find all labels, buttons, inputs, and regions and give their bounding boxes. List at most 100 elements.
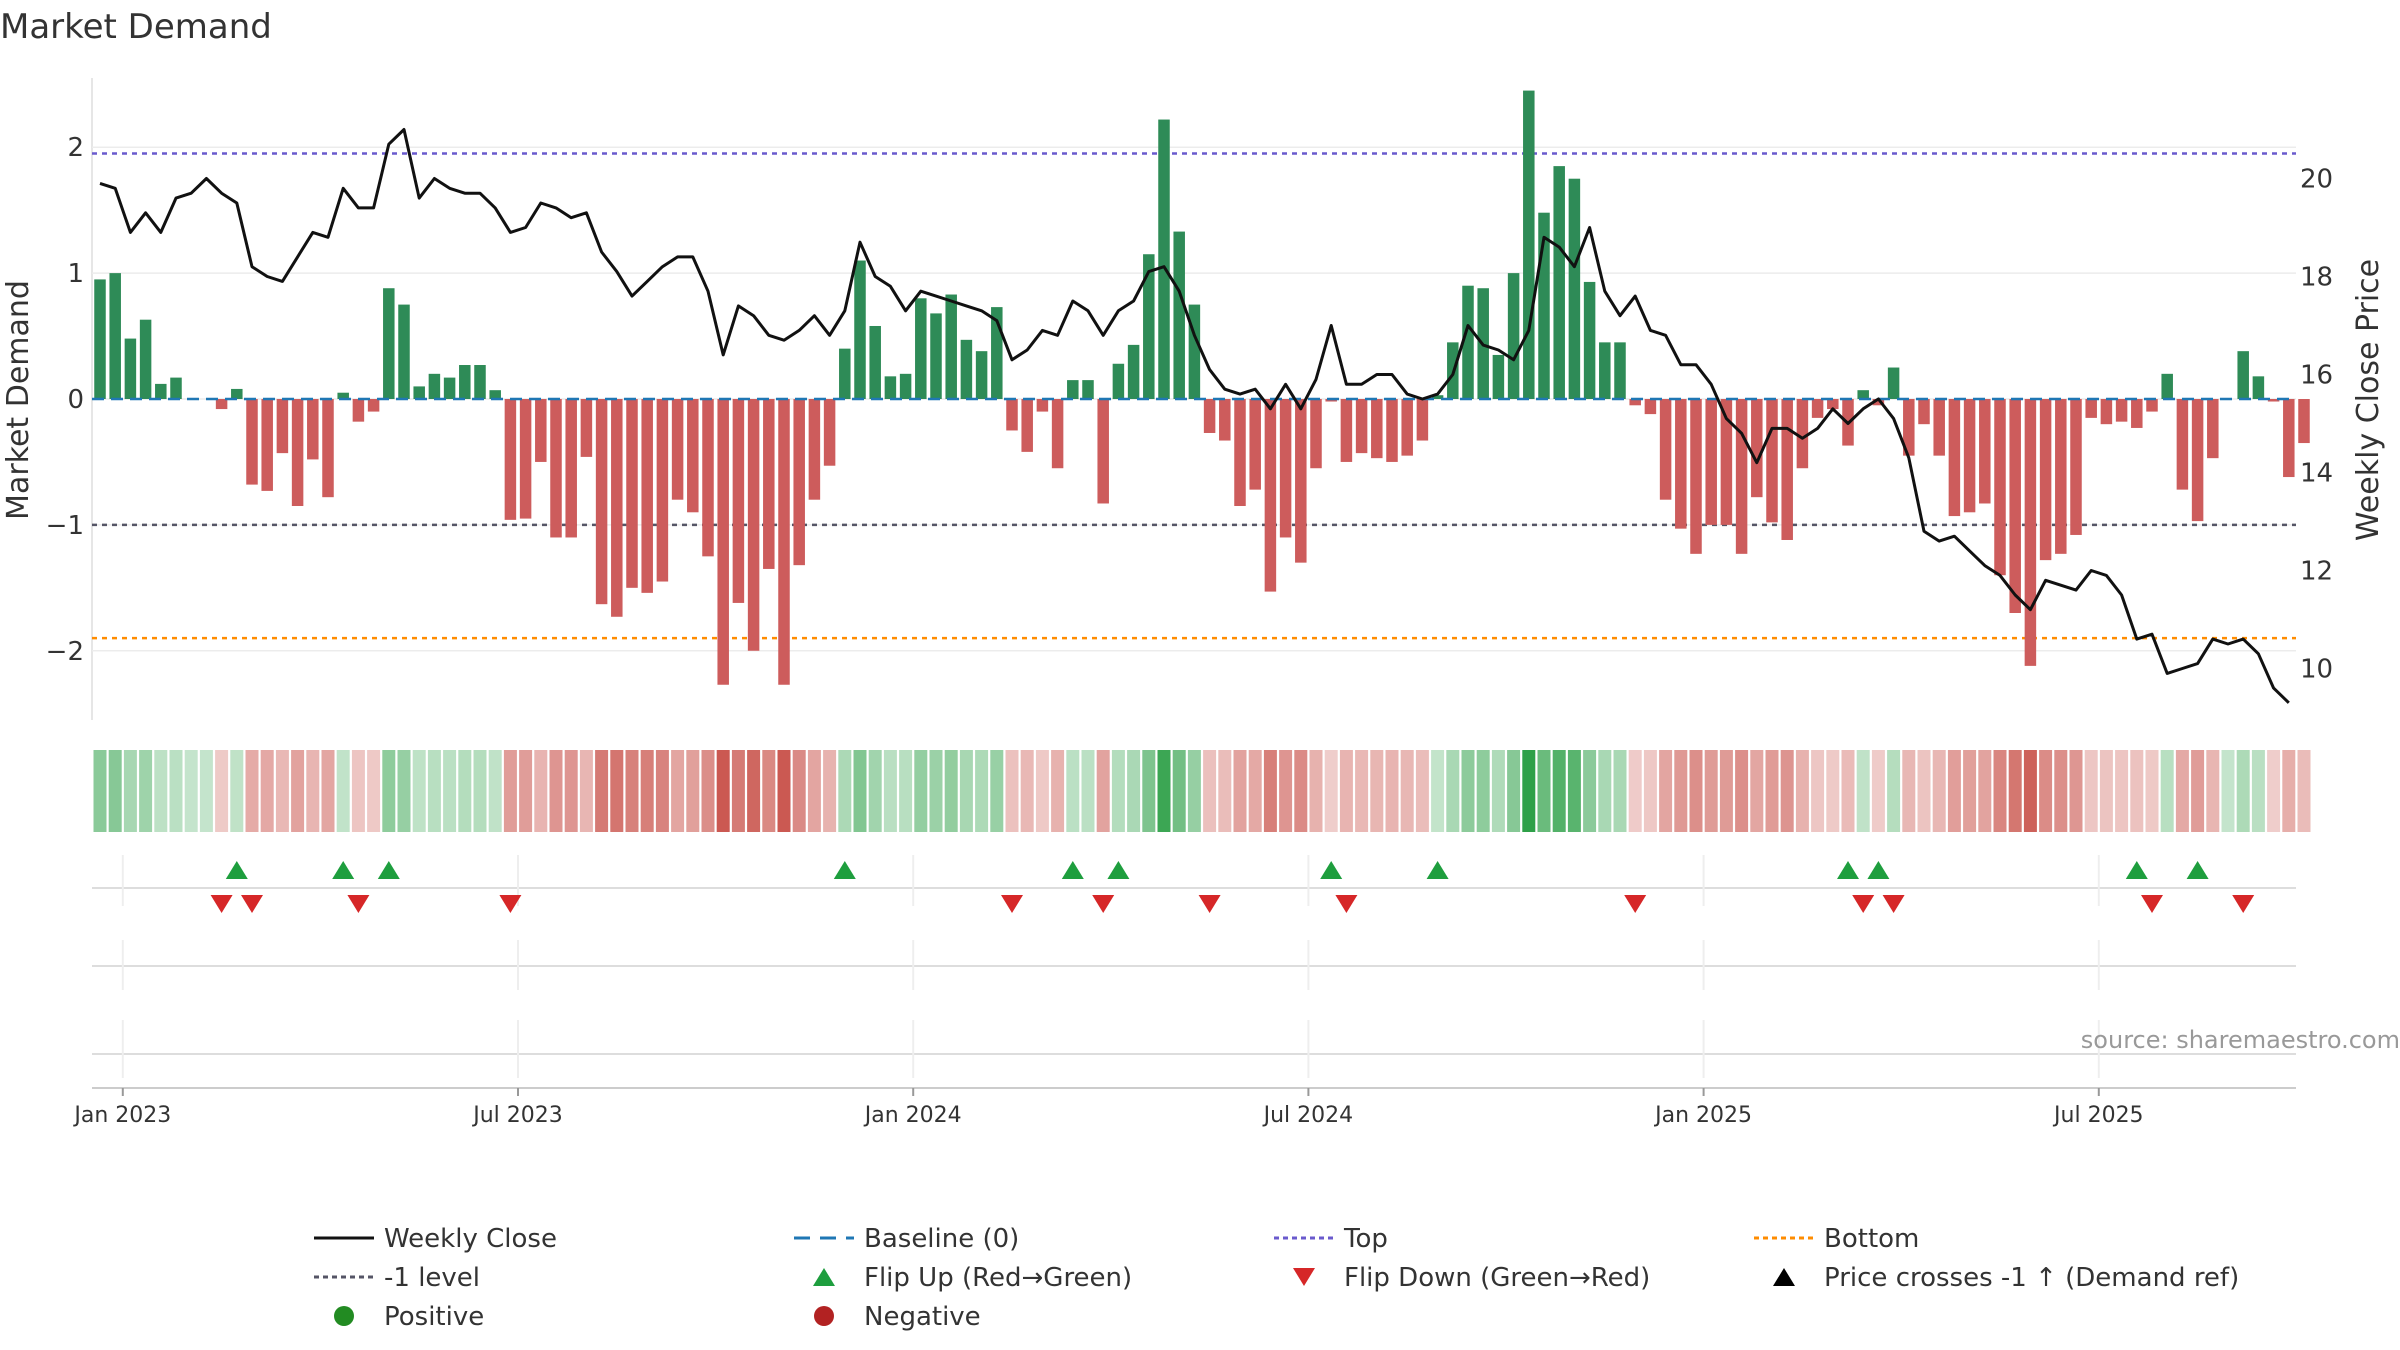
demand-bar-negative <box>367 399 380 412</box>
heat-cell <box>899 750 913 832</box>
heat-cell <box>275 750 289 832</box>
demand-bar-negative <box>823 399 836 466</box>
heat-cell <box>1537 750 1551 832</box>
demand-bar-negative <box>1264 399 1277 592</box>
demand-bar-negative <box>595 399 608 605</box>
demand-bar-negative <box>2100 399 2113 425</box>
legend-swatch <box>334 1306 354 1326</box>
flip-down-marker <box>1335 895 1358 913</box>
x-tick-label: Jan 2024 <box>863 1103 962 1128</box>
heat-cell <box>1659 750 1673 832</box>
heat-cell <box>1370 750 1384 832</box>
heat-cell <box>671 750 685 832</box>
demand-bar-positive <box>1173 231 1185 399</box>
demand-bar-negative <box>1325 399 1337 402</box>
heat-cell <box>853 750 867 832</box>
demand-bar-negative <box>535 399 547 462</box>
demand-bar-negative <box>307 399 319 460</box>
heat-cell <box>1218 750 1232 832</box>
demand-bar-positive <box>337 392 349 399</box>
heat-cell <box>1446 750 1460 832</box>
legend-item: Positive <box>334 1302 484 1332</box>
demand-bar-negative <box>611 399 623 617</box>
heat-cell <box>306 750 320 832</box>
heat-cell <box>321 750 335 832</box>
heat-cell <box>655 750 669 832</box>
y-tick-label-right: 18 <box>2300 262 2333 292</box>
demand-bar-positive <box>1431 395 1444 399</box>
demand-bar-negative <box>626 399 638 588</box>
demand-bar-negative <box>1416 399 1429 441</box>
x-tick-label: Jan 2023 <box>72 1103 171 1128</box>
demand-bar-positive <box>459 365 471 399</box>
demand-bar-negative <box>1203 399 1216 433</box>
heat-cell <box>1309 750 1323 832</box>
demand-bar-negative <box>322 399 334 498</box>
demand-bar-negative <box>1781 399 1793 540</box>
heat-cell <box>2054 750 2068 832</box>
heat-cell <box>1263 750 1277 832</box>
demand-bar-positive <box>930 313 942 399</box>
heat-cell <box>2023 750 2037 832</box>
heat-cell <box>1248 750 1262 832</box>
heat-cell <box>1704 750 1718 832</box>
flip-down-marker <box>499 895 522 913</box>
heat-cell <box>154 750 168 832</box>
heat-cell <box>1339 750 1353 832</box>
demand-bar-negative <box>2009 399 2021 613</box>
heat-cell <box>1917 750 1931 832</box>
heat-cell <box>427 750 441 832</box>
flip-down-marker <box>1624 895 1647 913</box>
demand-bar-negative <box>1933 399 1945 456</box>
demand-bar-positive <box>1462 285 1474 399</box>
heat-cell <box>1051 750 1065 832</box>
legend-item: Weekly Close <box>314 1224 557 1254</box>
demand-bar-negative <box>1705 399 1717 525</box>
demand-bar-positive <box>945 294 957 399</box>
y-tick-label-right: 20 <box>2300 164 2333 194</box>
weekly-close-line <box>99 128 2290 704</box>
heat-cell <box>245 750 259 832</box>
heat-cell <box>412 750 426 832</box>
heat-cell <box>1355 750 1369 832</box>
heat-cell <box>1203 750 1217 832</box>
heat-cell <box>1324 750 1338 832</box>
demand-bar-negative <box>1644 399 1657 415</box>
heat-cell <box>1826 750 1840 832</box>
heat-cell <box>2039 750 2053 832</box>
demand-bar-negative <box>687 399 699 513</box>
heat-cell <box>868 750 882 832</box>
heat-cell <box>1431 750 1445 832</box>
heat-cell <box>731 750 745 832</box>
heat-cell <box>579 750 593 832</box>
heat-cell <box>1066 750 1080 832</box>
legend-item: Negative <box>814 1302 981 1332</box>
heat-cell <box>336 750 350 832</box>
legend-label: Top <box>1343 1224 1388 1254</box>
heat-cell <box>1172 750 1186 832</box>
legend-label: Flip Down (Green→Red) <box>1344 1263 1650 1293</box>
heat-cell <box>1507 750 1521 832</box>
heat-cell <box>610 750 624 832</box>
demand-bar-negative <box>504 399 517 520</box>
heat-cell <box>944 750 958 832</box>
signal-panel <box>92 855 2296 1078</box>
demand-bar-positive <box>443 377 456 399</box>
heat-cell <box>2206 750 2220 832</box>
legend-item: Price crosses -1 ↑ (Demand ref) <box>1773 1263 2239 1293</box>
demand-bar-negative <box>1051 399 1064 469</box>
y-tick-label-left: 2 <box>67 133 84 163</box>
demand-bar-negative <box>793 399 805 566</box>
demand-bar-negative <box>2146 399 2158 412</box>
source-note: source: sharemaestro.com <box>2081 1026 2400 1054</box>
heat-cell <box>1871 750 1885 832</box>
heat-cell <box>534 750 548 832</box>
heat-cell <box>1522 750 1536 832</box>
y-tick-label-right: 12 <box>2300 557 2333 587</box>
heat-cell <box>382 750 396 832</box>
heat-cell <box>1735 750 1749 832</box>
heat-cell <box>1142 750 1156 832</box>
heat-cell <box>351 750 365 832</box>
heat-cell <box>807 750 821 832</box>
demand-bar-negative <box>2176 399 2189 490</box>
